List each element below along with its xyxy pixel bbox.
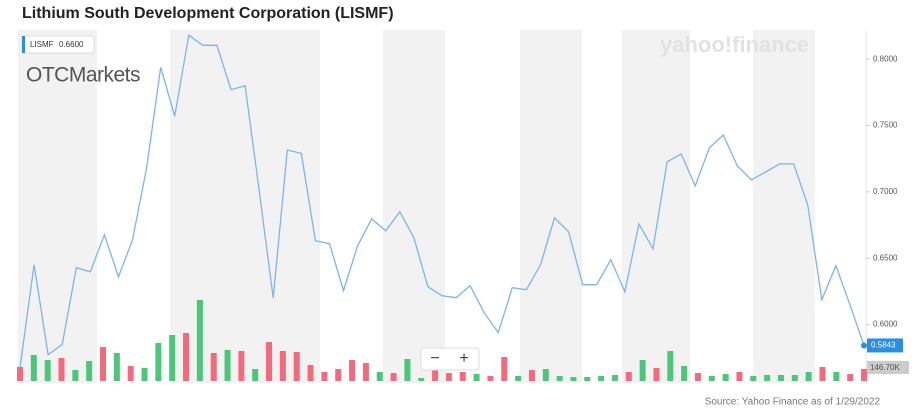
volume-bar — [72, 370, 79, 381]
volume-bar — [349, 359, 356, 381]
volume-bar — [432, 365, 439, 381]
volume-bar — [542, 369, 549, 381]
volume-bar — [736, 371, 743, 381]
zoom-out[interactable]: − — [430, 350, 439, 367]
volume-bar — [653, 368, 660, 381]
volume-bar — [473, 373, 480, 381]
volume-bar — [169, 334, 176, 381]
volume-bar — [113, 352, 120, 381]
volume-bar — [293, 351, 300, 381]
volume-bar — [487, 375, 494, 381]
volume-bar — [30, 354, 37, 381]
volume-bar — [584, 376, 591, 381]
volume-bar — [86, 361, 93, 381]
legend-label: LISMF — [30, 40, 54, 49]
volume-label-box — [867, 361, 909, 374]
volume-bar — [667, 350, 674, 381]
y-tick-label: 0.6000 — [873, 320, 898, 329]
volume-bar — [833, 371, 840, 381]
period-bands — [18, 30, 815, 383]
y-tick-label: 0.7500 — [873, 121, 898, 130]
volume-bar — [598, 375, 605, 381]
volume-bar — [196, 300, 203, 381]
volume-bar — [279, 350, 286, 381]
volume-bar — [210, 352, 217, 381]
y-tick-label: 0.8000 — [873, 54, 898, 63]
volume-bar — [750, 375, 757, 381]
volume-bar — [362, 363, 369, 381]
volume-bar — [44, 359, 51, 381]
volume-bar — [224, 350, 231, 381]
volume-bar — [155, 343, 162, 381]
legend: LISMF 0.6600 — [21, 35, 95, 54]
volume-bar — [141, 368, 148, 381]
source-note: Source: Yahoo Finance as of 1/29/2022 — [705, 397, 881, 408]
y-tick-label: 0.6500 — [873, 253, 898, 262]
volume-bar — [611, 374, 618, 381]
y-tick-label: 0.7000 — [873, 187, 898, 196]
volume-bar — [805, 371, 812, 381]
volume-label: 146.70K — [870, 363, 900, 372]
chart-title: Lithium South Development Corporation (L… — [22, 5, 394, 22]
volume-bar — [321, 371, 328, 381]
volume-bar — [238, 350, 245, 381]
volume-bar — [777, 374, 784, 381]
last-price-box — [867, 338, 903, 353]
volume-bar — [501, 356, 508, 381]
last-price-label: 0.5843 — [871, 341, 896, 350]
volume-bar — [847, 373, 854, 381]
volume-bar — [791, 374, 798, 381]
volume-bar — [639, 359, 646, 381]
volume-bar — [459, 371, 466, 381]
volume-bar — [100, 347, 107, 381]
zoom: − + — [420, 347, 480, 371]
price-line — [19, 34, 865, 368]
volume-bar — [625, 371, 632, 381]
volume-bar — [515, 375, 522, 381]
volume-bar — [17, 367, 23, 381]
volume-bar — [307, 365, 314, 381]
volume-bar — [681, 366, 688, 381]
volume-bar — [335, 369, 342, 381]
volume-bar — [708, 375, 715, 381]
legend-value: 0.6600 — [59, 40, 84, 49]
zoom-in[interactable]: + — [459, 350, 468, 367]
volume-bar — [390, 372, 397, 381]
volume-bar — [819, 367, 826, 381]
volume-bar — [418, 377, 425, 381]
volume-bar — [764, 374, 771, 381]
volume-bar — [722, 373, 729, 381]
volume-bar — [404, 358, 411, 381]
volume-bar — [445, 372, 452, 381]
volume-bar — [570, 376, 577, 381]
last-point — [861, 342, 867, 349]
zoom-box — [420, 347, 480, 371]
volume-bar — [58, 357, 65, 381]
otc-logo: OTCMarkets — [26, 64, 140, 87]
volume-bar — [376, 371, 383, 381]
volume-bar — [861, 368, 867, 381]
volume-bar — [694, 372, 701, 381]
volume-bar — [556, 375, 563, 381]
volume-bar — [266, 342, 273, 381]
volume-bar — [252, 369, 259, 381]
volume-bar — [127, 366, 134, 381]
volume-bar — [528, 370, 535, 381]
volume-bar — [183, 332, 190, 381]
watermark: yahoo!finance — [660, 32, 809, 57]
